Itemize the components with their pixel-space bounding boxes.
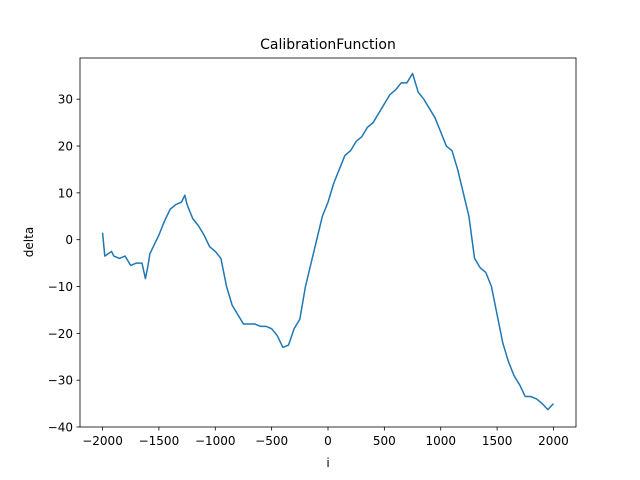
y-tick-label: −10 xyxy=(48,280,73,294)
x-tick-label: −1000 xyxy=(195,434,236,448)
x-tick-label: 2000 xyxy=(538,434,569,448)
x-tick-label: 1000 xyxy=(425,434,456,448)
x-tick-label: −500 xyxy=(255,434,288,448)
x-tick-label: 500 xyxy=(373,434,396,448)
y-tick-label: −30 xyxy=(48,374,73,388)
y-axis-label: delta xyxy=(22,227,36,257)
x-tick-label: 0 xyxy=(324,434,332,448)
y-tick-label: 0 xyxy=(65,233,73,247)
y-tick-label: −20 xyxy=(48,327,73,341)
x-tick-label: −1500 xyxy=(139,434,180,448)
data-line xyxy=(101,72,555,411)
y-tick-label: 10 xyxy=(58,186,73,200)
y-tick-label: −40 xyxy=(48,421,73,435)
chart-title: CalibrationFunction xyxy=(260,37,396,53)
y-tick-label: 20 xyxy=(58,140,73,154)
y-tick-label: 30 xyxy=(58,93,73,107)
x-axis-label: i xyxy=(326,456,329,470)
x-tick-label: 1500 xyxy=(482,434,513,448)
axes-frame xyxy=(79,57,577,428)
x-tick-label: −2000 xyxy=(82,434,123,448)
